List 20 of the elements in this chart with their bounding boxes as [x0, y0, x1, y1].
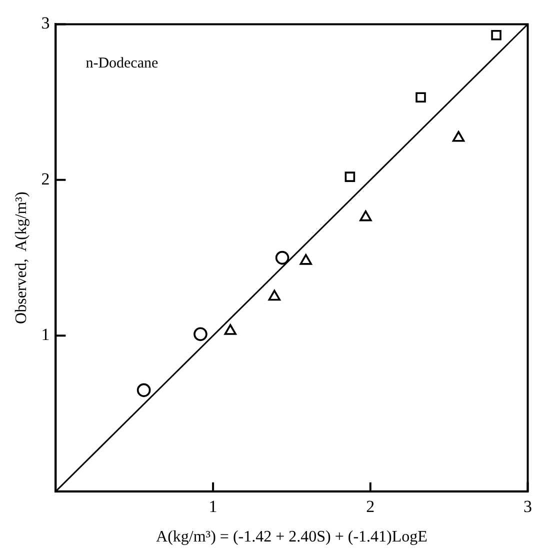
- point: [136, 383, 151, 398]
- y-tick-label: 1: [41, 325, 50, 344]
- annotation: n-Dodecane: [86, 56, 158, 72]
- point: [452, 130, 465, 142]
- x-tick-label: 2: [366, 497, 375, 516]
- x-tick-label: 3: [524, 497, 532, 516]
- point: [416, 92, 426, 103]
- point: [360, 210, 372, 222]
- point: [344, 172, 356, 182]
- point: [300, 254, 312, 265]
- y-tick-label: 2: [41, 169, 50, 188]
- x-tick-label: 1: [208, 497, 218, 516]
- point: [194, 327, 208, 342]
- y-tick-label: 3: [41, 14, 50, 33]
- point: [275, 250, 290, 265]
- point: [224, 324, 236, 335]
- point: [268, 290, 281, 301]
- point: [491, 30, 502, 40]
- x-axis-title: A(kg/m³) = (-1.42 + 2.40S) + (-1.41)LogE: [156, 528, 428, 546]
- y-axis-title: Observed, A(kg/m³): [12, 192, 30, 324]
